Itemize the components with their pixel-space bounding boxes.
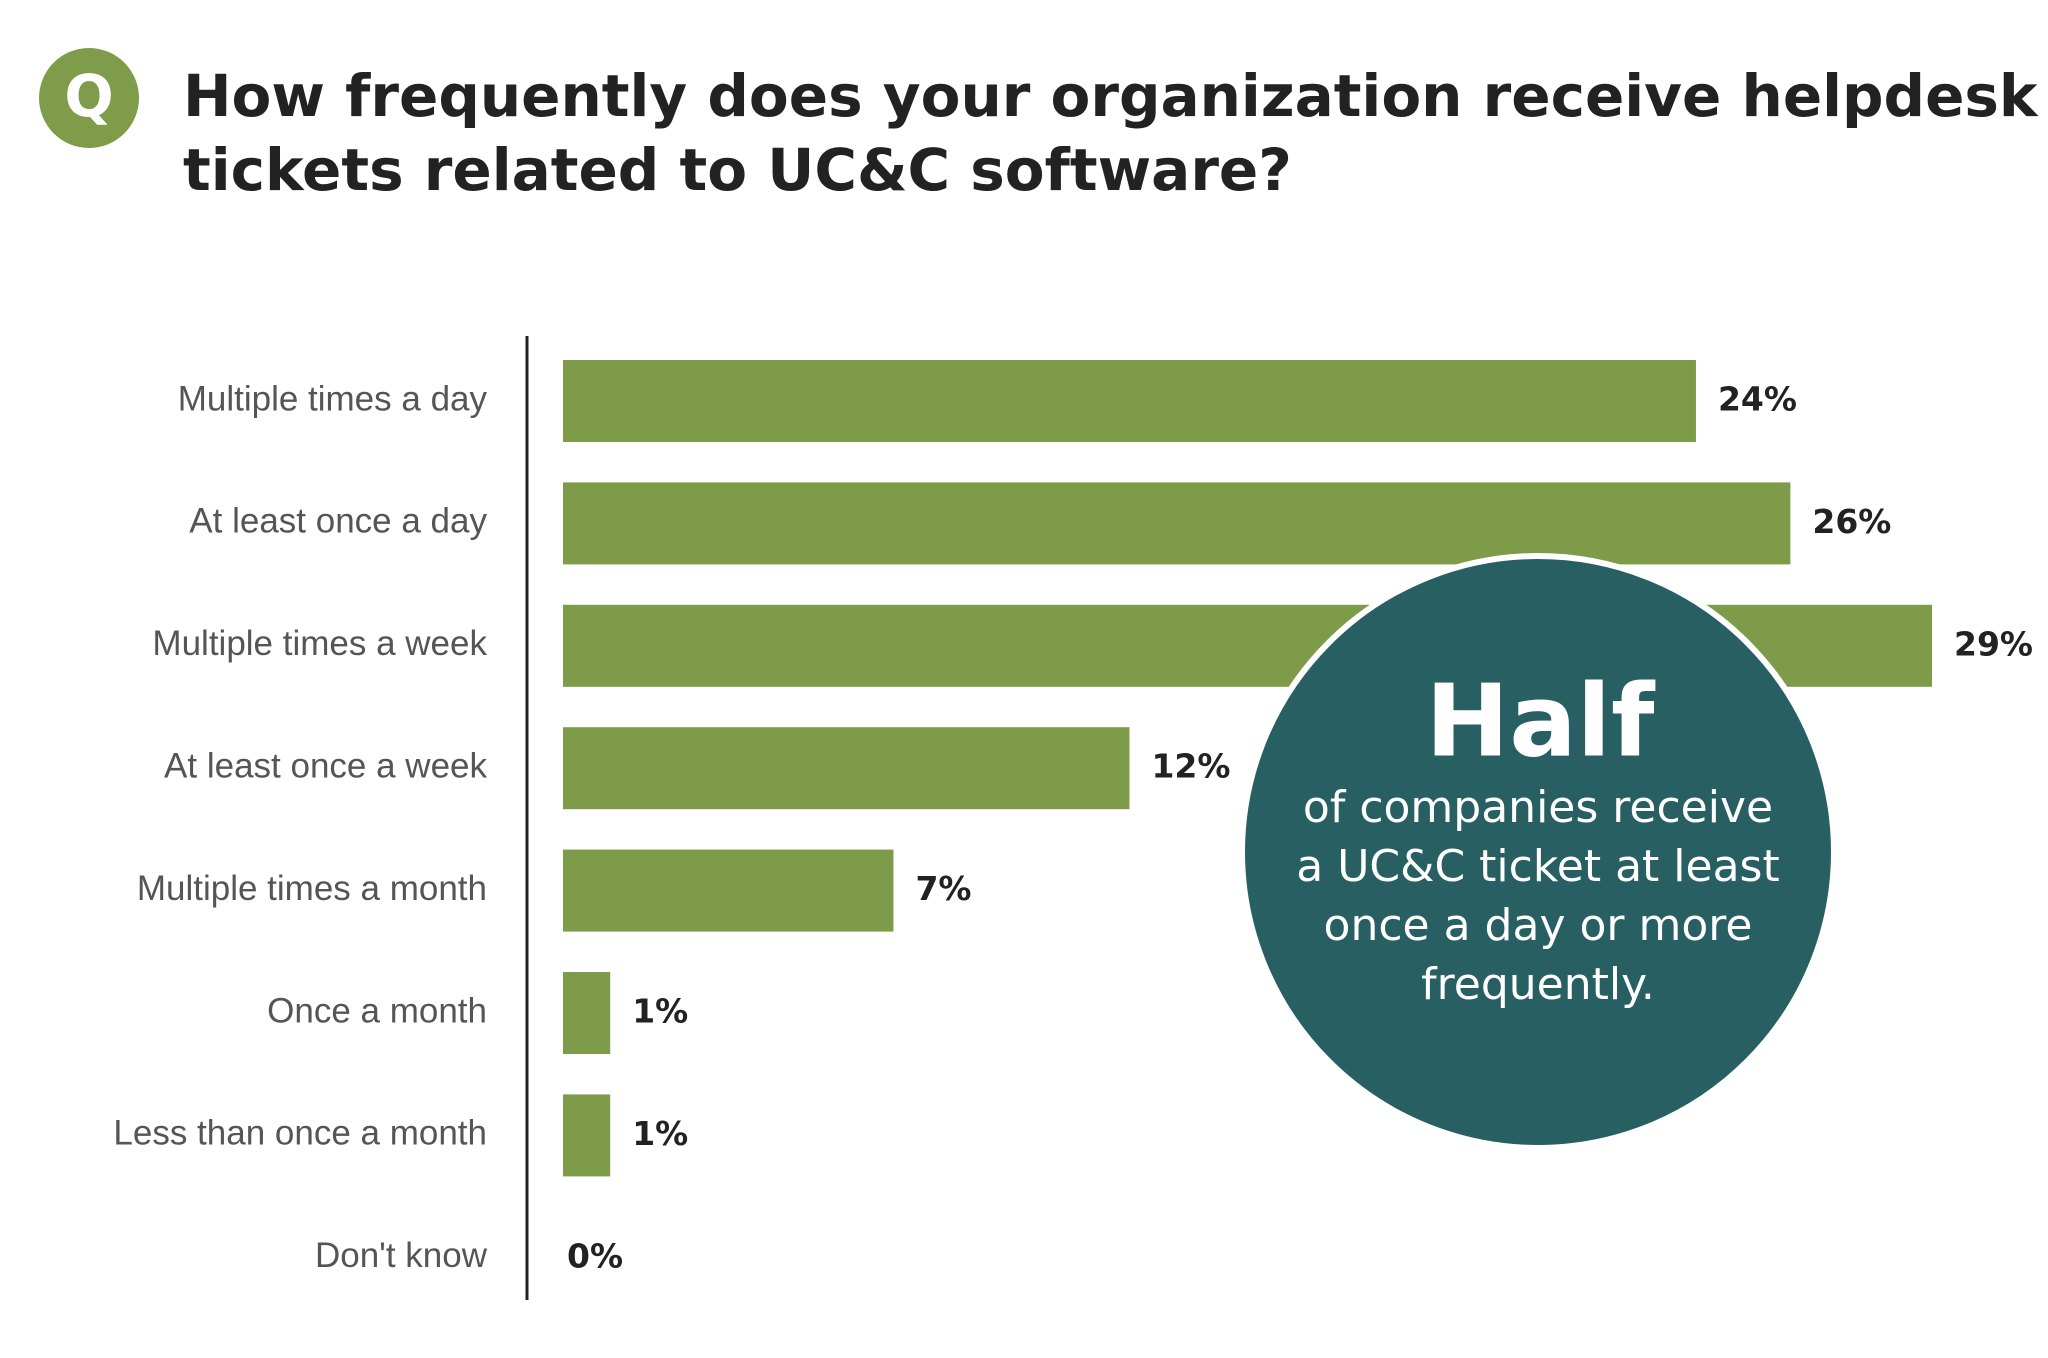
chart-title: tickets related to UC&C software? [183, 136, 1292, 204]
value-label: 12% [1151, 747, 1230, 786]
value-label: 24% [1718, 380, 1797, 419]
bar [563, 482, 1791, 565]
category-label: Less than once a month [113, 1114, 487, 1153]
badge: Q [64, 62, 113, 130]
callout-headline: Half [1426, 662, 1656, 779]
callout-circle [1239, 553, 1837, 1151]
callout-text: a UC&C ticket at least [1296, 841, 1779, 892]
category-label: Don't know [315, 1236, 488, 1275]
bar [563, 1094, 611, 1177]
badge-circle [39, 48, 139, 148]
category-label: At least once a day [189, 502, 487, 541]
category-label: Multiple times a week [152, 624, 487, 663]
value-label: 0% [567, 1236, 623, 1275]
bar [563, 849, 894, 932]
category-label: Multiple times a month [137, 869, 487, 908]
chart-title: How frequently does your organization re… [183, 62, 2039, 130]
callout-text: frequently. [1421, 959, 1655, 1010]
value-label: 29% [1954, 624, 2033, 663]
bar [563, 727, 1130, 810]
value-label: 7% [915, 869, 971, 908]
value-label: 26% [1812, 502, 1891, 541]
category-label: Multiple times a day [178, 379, 488, 418]
callout-text: once a day or more [1324, 900, 1753, 951]
value-label: 1% [632, 1114, 688, 1153]
bar [563, 360, 1696, 442]
category-label: At least once a week [164, 746, 487, 785]
category-label: Once a month [267, 991, 487, 1030]
callout-text: of companies receive [1303, 782, 1773, 833]
value-label: 1% [632, 992, 688, 1031]
bar [563, 972, 611, 1054]
